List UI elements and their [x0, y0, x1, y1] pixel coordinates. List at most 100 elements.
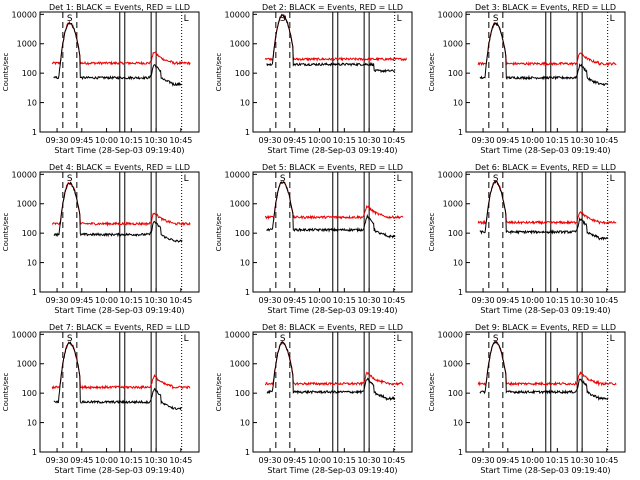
series-events [479, 180, 609, 241]
panel-title: Det 4: BLACK = Events, RED = LLD [49, 163, 190, 172]
x-tick-label: 10:00 [521, 136, 544, 145]
panel-det-2: Det 2: BLACK = Events, RED = LLD 1 10 100 10… [215, 3, 413, 155]
y-tick-label: 10 [240, 419, 250, 428]
x-axis-label: Start Time (28-Sep-03 09:19:40) [267, 466, 397, 475]
x-tick-label: 10:15 [546, 456, 569, 465]
x-tick-label: 10:15 [333, 456, 356, 465]
marker-label-l: L [397, 14, 402, 24]
panel-title: Det 2: BLACK = Events, RED = LLD [262, 3, 403, 12]
x-axis-label: Start Time (28-Sep-03 09:19:40) [480, 146, 610, 155]
x-tick-label: 10:30 [358, 296, 381, 305]
x-axis-label: Start Time (28-Sep-03 09:19:40) [54, 146, 184, 155]
panel-det-8: Det 8: BLACK = Events, RED = LLD 1 10 100 10… [215, 323, 413, 475]
x-tick-label: 10:00 [521, 456, 544, 465]
y-tick-label: 100 [235, 69, 250, 78]
panel-det-1: Det 1: BLACK = Events, RED = LLD 1 10 100 10… [2, 3, 200, 155]
x-axis-label: Start Time (28-Sep-03 09:19:40) [54, 306, 184, 315]
x-tick-label: 10:30 [145, 296, 168, 305]
y-tick-label: 10 [453, 259, 463, 268]
marker-label-s: S [67, 174, 73, 184]
x-tick-label: 10:45 [169, 296, 192, 305]
marker-label-l: L [184, 14, 189, 24]
x-tick-label: 09:45 [496, 136, 519, 145]
marker-label-s: S [280, 334, 286, 344]
marker-label-l: L [397, 174, 402, 184]
y-tick-label: 10 [453, 99, 463, 108]
series-events [479, 340, 609, 401]
panel-title: Det 8: BLACK = Events, RED = LLD [262, 323, 403, 332]
y-tick-label: 10 [27, 419, 37, 428]
y-tick-label: 100 [235, 229, 250, 238]
panel-det-5: Det 5: BLACK = Events, RED = LLD 1 10 100 10… [215, 163, 413, 315]
y-tick-label: 100 [235, 389, 250, 398]
panel-det-4: Det 4: BLACK = Events, RED = LLD 1 10 100 10… [2, 163, 200, 315]
x-tick-label: 10:45 [595, 456, 618, 465]
y-axis-label: Counts/sec [215, 53, 223, 92]
y-tick-label: 100 [22, 69, 37, 78]
marker-label-s: S [280, 174, 286, 184]
x-tick-label: 10:45 [382, 136, 405, 145]
x-tick-label: 09:45 [496, 456, 519, 465]
y-tick-label: 10000 [225, 170, 250, 179]
y-tick-label: 1 [458, 448, 463, 457]
y-tick-label: 10 [453, 419, 463, 428]
x-tick-label: 10:30 [571, 456, 594, 465]
y-tick-label: 1 [32, 288, 37, 297]
x-tick-label: 10:00 [95, 456, 118, 465]
panel-det-7: Det 7: BLACK = Events, RED = LLD 1 10 100 10… [2, 323, 200, 475]
x-tick-label: 09:45 [496, 296, 519, 305]
x-tick-label: 10:15 [546, 296, 569, 305]
x-tick-label: 09:30 [46, 136, 69, 145]
x-axis-label: Start Time (28-Sep-03 09:19:40) [267, 306, 397, 315]
x-tick-label: 10:15 [120, 296, 143, 305]
panel-title: Det 6: BLACK = Events, RED = LLD [475, 163, 616, 172]
x-tick-label: 10:45 [382, 296, 405, 305]
x-tick-label: 10:30 [358, 136, 381, 145]
x-tick-label: 09:30 [259, 296, 282, 305]
marker-label-s: S [67, 14, 73, 24]
y-tick-label: 10000 [438, 10, 463, 19]
x-tick-label: 09:30 [46, 296, 69, 305]
y-axis-label: Counts/sec [428, 53, 436, 92]
series-events [266, 13, 396, 74]
series-events [53, 341, 183, 411]
marker-label-s: S [493, 14, 499, 24]
series-lld [51, 20, 191, 66]
x-axis-label: Start Time (28-Sep-03 09:19:40) [54, 466, 184, 475]
y-tick-label: 10000 [12, 330, 37, 339]
x-tick-label: 10:00 [308, 296, 331, 305]
y-tick-label: 1 [32, 448, 37, 457]
x-tick-label: 10:15 [333, 296, 356, 305]
panel-title: Det 7: BLACK = Events, RED = LLD [49, 323, 190, 332]
y-axis-label: Counts/sec [215, 213, 223, 252]
x-tick-label: 10:45 [382, 456, 405, 465]
marker-label-l: L [397, 334, 402, 344]
y-tick-label: 1000 [443, 200, 463, 209]
x-tick-label: 10:45 [169, 456, 192, 465]
x-tick-label: 10:30 [358, 456, 381, 465]
x-tick-label: 10:30 [145, 456, 168, 465]
y-axis-label: Counts/sec [2, 213, 10, 252]
x-tick-label: 09:45 [70, 296, 93, 305]
panel-title: Det 9: BLACK = Events, RED = LLD [475, 323, 616, 332]
panel-det-3: Det 3: BLACK = Events, RED = LLD 1 10 100 10… [428, 3, 626, 155]
series-events [53, 22, 183, 87]
panel-title: Det 3: BLACK = Events, RED = LLD [475, 3, 616, 12]
y-tick-label: 1 [245, 128, 250, 137]
y-tick-label: 100 [22, 389, 37, 398]
y-tick-label: 1 [32, 128, 37, 137]
series-events [266, 181, 396, 239]
series-events [479, 21, 609, 87]
marker-label-s: S [493, 334, 499, 344]
x-tick-label: 09:30 [472, 296, 495, 305]
y-tick-label: 1 [458, 128, 463, 137]
x-tick-label: 10:15 [120, 456, 143, 465]
y-tick-label: 10 [27, 259, 37, 268]
marker-label-l: L [610, 174, 615, 184]
x-tick-label: 10:30 [571, 296, 594, 305]
series-lld [477, 180, 617, 226]
y-tick-label: 10000 [12, 170, 37, 179]
y-tick-label: 1000 [17, 40, 37, 49]
marker-label-l: L [610, 14, 615, 24]
